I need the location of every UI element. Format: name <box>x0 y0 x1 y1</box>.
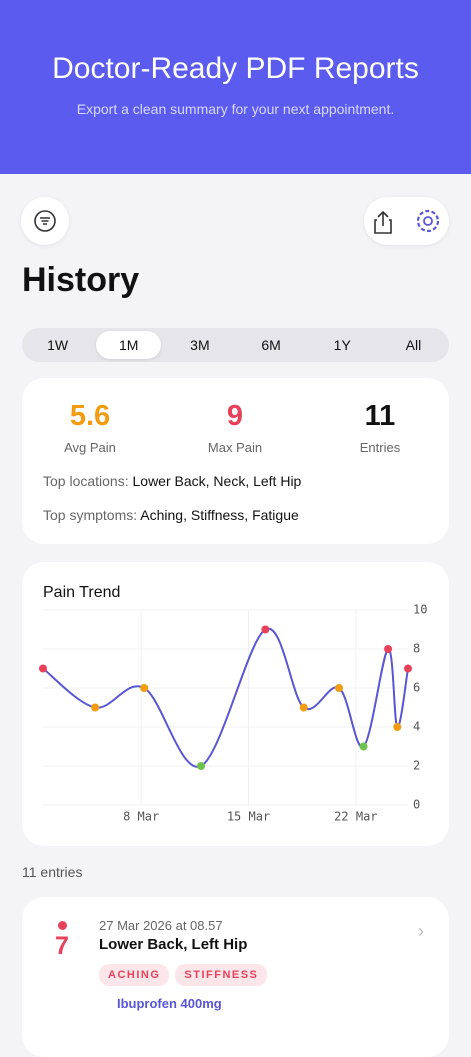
data-point <box>140 684 149 692</box>
y-tick-label: 8 <box>413 642 420 656</box>
data-point <box>261 625 270 634</box>
chart: 0 2 4 6 8 10 8 Mar 15 Mar 22 Mar <box>39 603 427 824</box>
pain-dot <box>58 921 67 930</box>
value: Lower Back, Neck, Left Hip <box>132 473 302 489</box>
pain-value: 7 <box>55 932 69 960</box>
y-tick-label: 4 <box>413 720 420 734</box>
action-pill <box>364 197 449 245</box>
data-point <box>384 645 393 653</box>
range-option[interactable]: 1M <box>96 331 162 359</box>
data-point <box>359 742 368 751</box>
data-point <box>404 664 412 673</box>
range-option[interactable]: 3M <box>190 337 210 353</box>
entry-date: 27 Mar 2026 at 08.57 <box>99 918 223 933</box>
header-subtitle: Export a clean summary for your next app… <box>76 101 395 117</box>
filter-icon <box>34 210 56 232</box>
label: Top symptoms: <box>43 507 138 523</box>
chart-title: Pain Trend <box>43 584 121 601</box>
stat-value: 11 <box>364 400 396 432</box>
stat-label: Avg Pain <box>64 440 116 455</box>
tag: STIFFNESS <box>175 964 268 986</box>
filter-button[interactable] <box>21 197 69 245</box>
entry-card[interactable]: 7 27 Mar 2026 at 08.57 Lower Back, Left Hi… <box>22 897 449 1057</box>
value: Aching, Stiffness, Fatigue <box>140 507 299 523</box>
data-point <box>299 703 308 712</box>
data-point <box>393 723 402 731</box>
stat-label: Max Pain <box>207 440 263 455</box>
stat-label: Entries <box>359 440 401 455</box>
range-selector: 1W 1M 3M 6M 1Y All <box>22 328 449 362</box>
medication: Ibuprofen 400mg <box>117 996 222 1011</box>
y-tick-label: 0 <box>413 798 420 812</box>
entries-count: 11 entries <box>22 864 83 880</box>
range-option[interactable]: 1Y <box>333 337 351 353</box>
top-symptoms: Top symptoms: Aching, Stiffness, Fatigue <box>43 507 299 523</box>
screen-title: History <box>22 261 140 299</box>
chart-card: Pain Trend 0 2 4 6 8 10 8 Mar 15 Mar 22 Mar <box>22 562 449 846</box>
y-tick-label: 10 <box>413 603 427 617</box>
data-point <box>91 703 100 712</box>
x-tick-label: 15 Mar <box>227 810 270 824</box>
range-option[interactable]: All <box>405 337 422 353</box>
action-icons[interactable] <box>364 197 449 245</box>
range-option[interactable]: 1W <box>47 337 69 353</box>
header: Doctor-Ready PDF Reports Export a clean … <box>0 0 471 174</box>
top-locations: Top locations: Lower Back, Neck, Left Hi… <box>43 473 301 489</box>
label: Top locations: <box>43 473 129 489</box>
chevron: › <box>418 921 424 941</box>
tags: ACHING STIFFNESS <box>99 964 273 986</box>
y-tick-label: 2 <box>413 759 420 773</box>
range-option[interactable]: 6M <box>261 337 281 353</box>
x-tick-label: 8 Mar <box>123 810 159 824</box>
tag: ACHING <box>99 964 170 986</box>
entry-title: Lower Back, Left Hip <box>99 936 248 953</box>
y-tick-label: 6 <box>413 681 420 695</box>
stat-value: 5.6 <box>69 400 111 432</box>
data-point <box>39 664 47 673</box>
header-title: Doctor-Ready PDF Reports <box>52 52 419 85</box>
stats-card: 5.6 Avg Pain 9 Max Pain 11 Entries Top locati… <box>22 378 449 544</box>
data-point <box>334 684 343 692</box>
stat-value: 9 <box>226 400 244 432</box>
data-point <box>196 762 205 770</box>
x-tick-label: 22 Mar <box>334 810 377 824</box>
